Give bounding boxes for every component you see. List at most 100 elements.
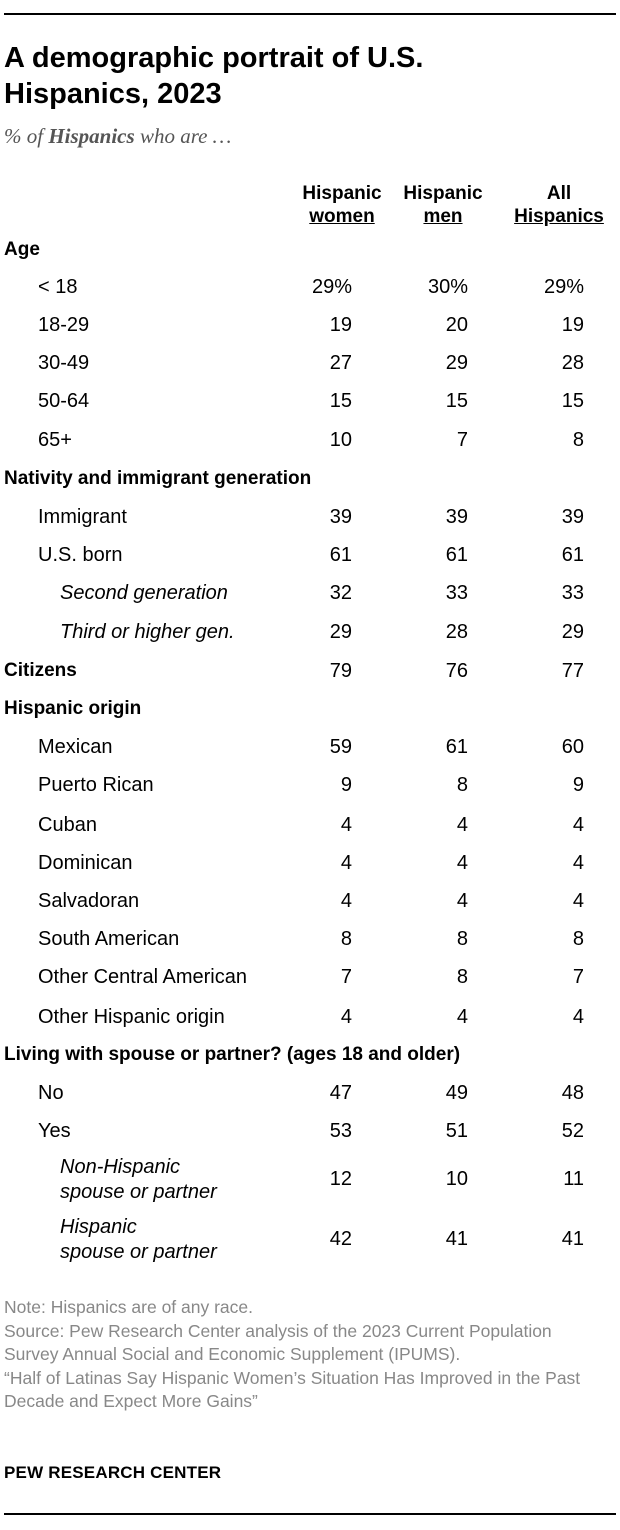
value-cell: 48 <box>561 1082 584 1104</box>
row-label: Age <box>4 239 40 260</box>
value-cell: 52 <box>561 1120 584 1142</box>
row-label: Dominican <box>38 852 133 874</box>
source-text: Source: Pew Research Center analysis of … <box>4 1320 552 1365</box>
row-label: Hispanic origin <box>4 698 142 719</box>
row-label: South American <box>38 928 180 950</box>
column-header-women: Hispanic women <box>277 182 407 228</box>
chart-subtitle: % of Hispanics who are … <box>4 124 231 149</box>
value-cell: 12 <box>329 1168 352 1190</box>
value-cell: 10 <box>445 1168 468 1190</box>
row-label: No <box>38 1082 64 1104</box>
bottom-rule <box>4 1513 616 1515</box>
value-cell: 42 <box>329 1228 352 1250</box>
value-cell: 10 <box>329 429 352 451</box>
value-cell: 39 <box>329 506 352 528</box>
column-header-line2: women <box>309 206 375 227</box>
value-cell: 4 <box>456 1006 468 1028</box>
value-cell: 19 <box>561 314 584 336</box>
column-header-men: Hispanic men <box>378 182 508 228</box>
row-label: Immigrant <box>38 506 127 528</box>
value-cell: 4 <box>572 890 584 912</box>
row-label: Mexican <box>38 736 113 758</box>
row-label: Second generation <box>60 582 228 604</box>
value-cell: 8 <box>340 928 352 950</box>
value-cell: 61 <box>445 736 468 758</box>
row-label: Other Central American <box>38 966 247 988</box>
value-cell: 30% <box>427 276 468 298</box>
value-cell: 39 <box>561 506 584 528</box>
value-cell: 15 <box>329 390 352 412</box>
row-label: Third or higher gen. <box>60 621 235 643</box>
note-text: Note: Hispanics are of any race. <box>4 1297 254 1317</box>
value-cell: 4 <box>572 852 584 874</box>
row-label: Other Hispanic origin <box>38 1006 225 1028</box>
value-cell: 32 <box>329 582 352 604</box>
top-rule <box>4 13 616 15</box>
column-header-line2: Hispanics <box>514 206 604 227</box>
pew-logo-text: PEW RESEARCH CENTER <box>4 1463 222 1482</box>
value-cell: 33 <box>445 582 468 604</box>
row-label: Living with spouse or partner? (ages 18 … <box>4 1044 461 1065</box>
value-cell: 7 <box>572 966 584 988</box>
value-cell: 9 <box>572 774 584 796</box>
column-header-line2: men <box>423 206 463 227</box>
row-label: 50-64 <box>38 390 90 412</box>
value-cell: 33 <box>561 582 584 604</box>
row-label: < 18 <box>38 276 78 298</box>
value-cell: 39 <box>445 506 468 528</box>
value-cell: 4 <box>340 890 352 912</box>
value-cell: 8 <box>572 429 584 451</box>
value-cell: 76 <box>445 660 468 682</box>
row-label: Nativity and immigrant generation <box>4 468 312 489</box>
value-cell: 20 <box>445 314 468 336</box>
row-label: 18-29 <box>38 314 90 336</box>
subtitle-bold: Hispanics <box>48 124 135 148</box>
value-cell: 19 <box>329 314 352 336</box>
value-cell: 8 <box>456 774 468 796</box>
chart-title: A demographic portrait of U.S. Hispanics… <box>4 42 424 110</box>
value-cell: 4 <box>340 1006 352 1028</box>
row-label: 30-49 <box>38 352 90 374</box>
value-cell: 29% <box>311 276 352 298</box>
value-cell: 59 <box>329 736 352 758</box>
row-label: Salvadoran <box>38 890 140 912</box>
value-cell: 15 <box>445 390 468 412</box>
subtitle-prefix: % of <box>4 124 49 148</box>
row-label: 65+ <box>38 429 72 451</box>
value-cell: 4 <box>456 852 468 874</box>
row-label: Puerto Rican <box>38 774 154 796</box>
value-cell: 41 <box>445 1228 468 1250</box>
row-label: U.S. born <box>38 544 123 566</box>
value-cell: 47 <box>329 1082 352 1104</box>
value-cell: 61 <box>561 544 584 566</box>
value-cell: 29 <box>561 621 584 643</box>
value-cell: 28 <box>445 621 468 643</box>
value-cell: 15 <box>561 390 584 412</box>
value-cell: 60 <box>561 736 584 758</box>
row-label: Non-Hispanic <box>60 1156 181 1178</box>
value-cell: 49 <box>445 1082 468 1104</box>
value-cell: 41 <box>561 1228 584 1250</box>
row-label-line2: spouse or partner <box>60 1181 217 1203</box>
report-text: “Half of Latinas Say Hispanic Women’s Si… <box>4 1367 581 1412</box>
value-cell: 61 <box>445 544 468 566</box>
value-cell: 8 <box>572 928 584 950</box>
row-label: Cuban <box>38 814 97 836</box>
value-cell: 29 <box>329 621 352 643</box>
value-cell: 8 <box>456 928 468 950</box>
value-cell: 7 <box>340 966 352 988</box>
row-label: Hispanic <box>60 1216 137 1238</box>
value-cell: 28 <box>561 352 584 374</box>
value-cell: 79 <box>329 660 352 682</box>
value-cell: 4 <box>456 814 468 836</box>
column-header-line1: All <box>546 183 572 204</box>
value-cell: 27 <box>329 352 352 374</box>
value-cell: 9 <box>340 774 352 796</box>
row-label: Citizens <box>4 660 77 681</box>
subtitle-suffix: who are … <box>134 124 232 148</box>
value-cell: 4 <box>340 852 352 874</box>
column-header-all: All Hispanics <box>494 182 620 228</box>
value-cell: 29% <box>543 276 584 298</box>
value-cell: 4 <box>456 890 468 912</box>
value-cell: 51 <box>445 1120 468 1142</box>
